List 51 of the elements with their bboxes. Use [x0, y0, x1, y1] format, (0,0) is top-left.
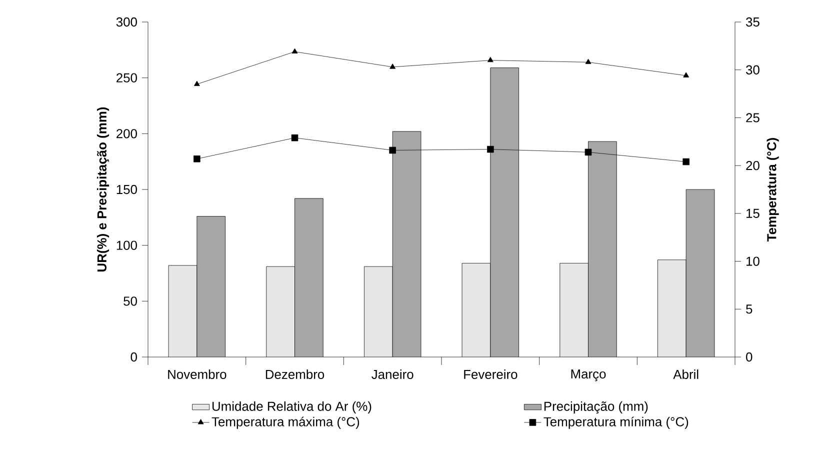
point: [390, 64, 396, 69]
bar: [588, 141, 617, 357]
point: [585, 58, 592, 64]
bar: [294, 198, 324, 357]
y2-tick-label: 35: [746, 17, 760, 27]
y-tick-label: 100: [116, 240, 137, 250]
y2-tick-label: 25: [746, 113, 760, 122]
legend-label: Temperatura máxima (°C): [212, 416, 360, 429]
y-tick-label: 300: [116, 17, 137, 27]
y-tick-label: 250: [116, 73, 137, 82]
point: [584, 148, 592, 156]
y-tick-label: 0: [130, 352, 137, 362]
point: [487, 56, 494, 62]
legend-label: Umidade Relativa do Ar (%): [212, 401, 372, 414]
y2-tick-label: 20: [746, 160, 760, 170]
y2-tick-label: 0: [746, 352, 752, 362]
y2-axis-title: Temperatura (°C): [766, 138, 779, 242]
bar: [560, 263, 588, 357]
point: [487, 146, 494, 153]
bar: [196, 216, 226, 357]
y-tick-label: 50: [124, 296, 137, 306]
y2-tick-label: 5: [746, 304, 752, 314]
point: [682, 158, 690, 166]
bar: [658, 260, 686, 357]
x-tick-label: Fevereiro: [464, 370, 518, 380]
x-tick-label: Dezembro: [266, 370, 324, 380]
bar: [168, 265, 197, 357]
bar: [462, 263, 490, 357]
legend-label: Precipitação (mm): [544, 401, 648, 414]
bar: [266, 266, 295, 357]
legend-label: Temperatura mínima (°C): [544, 416, 688, 429]
bar: [392, 131, 421, 357]
y2-tick-label: 10: [746, 256, 760, 266]
y-axis-title: UR(%) e Precipitação (mm): [96, 107, 110, 272]
point: [291, 134, 298, 142]
y-tick-label: 200: [116, 129, 137, 138]
point: [389, 146, 396, 154]
point: [194, 80, 200, 86]
x-tick-label: Novembro: [168, 370, 226, 380]
x-tick-label: Abril: [673, 370, 698, 380]
x-tick-label: Março: [571, 370, 606, 382]
point: [683, 72, 690, 78]
bar: [490, 68, 519, 357]
y2-tick-label: 30: [746, 65, 760, 74]
y2-tick-label: 15: [746, 208, 760, 218]
point: [194, 155, 200, 162]
bar: [364, 266, 393, 357]
y-tick-label: 150: [116, 184, 137, 194]
x-tick-label: Janeiro: [372, 370, 414, 380]
point: [292, 48, 298, 54]
bar: [686, 189, 715, 357]
